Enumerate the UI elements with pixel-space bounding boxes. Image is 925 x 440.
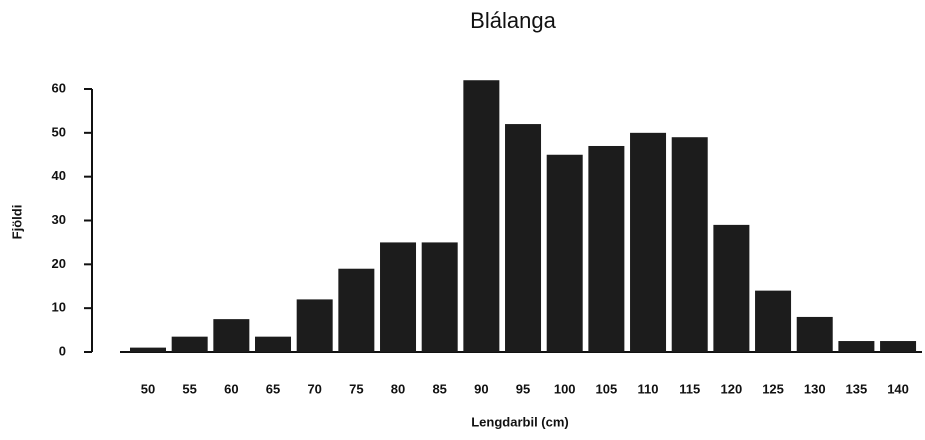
x-tick-label: 120	[721, 381, 743, 396]
x-tick-label: 65	[266, 381, 280, 396]
y-tick-label: 30	[52, 212, 66, 227]
bar	[671, 137, 708, 352]
bar	[838, 341, 875, 352]
x-tick-label: 100	[554, 381, 576, 396]
bar	[713, 224, 750, 352]
bar	[255, 336, 292, 352]
bar	[796, 316, 833, 352]
bar	[588, 145, 625, 352]
bar	[380, 242, 417, 352]
y-tick-label: 50	[52, 124, 66, 139]
x-axis-label: Lengdarbil (cm)	[471, 414, 569, 429]
bar	[296, 299, 333, 352]
x-tick-label: 135	[846, 381, 868, 396]
x-tick-label: 140	[887, 381, 909, 396]
y-tick-label: 60	[52, 80, 66, 95]
x-tick-label: 75	[349, 381, 363, 396]
y-axis-label: Fjöldi	[9, 205, 24, 240]
y-tick-label: 10	[52, 300, 66, 315]
x-tick-label: 55	[182, 381, 196, 396]
x-tick-label: 110	[638, 381, 659, 396]
bar	[463, 80, 500, 352]
bar	[338, 268, 375, 352]
y-tick-label: 40	[52, 168, 66, 183]
x-tick-label: 70	[307, 381, 321, 396]
x-tick-label: 90	[474, 381, 488, 396]
x-tick-label: 115	[679, 381, 700, 396]
chart-title: Blálanga	[470, 8, 556, 33]
y-tick-label: 20	[52, 256, 66, 271]
bar	[171, 336, 208, 352]
bar	[213, 319, 250, 352]
bar	[546, 154, 583, 352]
x-tick-label: 60	[224, 381, 238, 396]
bar	[130, 347, 166, 352]
x-tick-label: 95	[516, 381, 530, 396]
bar	[755, 290, 792, 352]
x-tick-label: 130	[804, 381, 826, 396]
x-tick-label: 85	[432, 381, 446, 396]
bar	[880, 341, 917, 352]
bar	[505, 124, 542, 352]
bar	[630, 132, 667, 352]
bar	[421, 242, 458, 352]
x-tick-label: 80	[391, 381, 405, 396]
y-tick-label: 0	[59, 343, 66, 358]
x-tick-label: 105	[596, 381, 618, 396]
x-tick-label: 50	[141, 381, 155, 396]
x-tick-label: 125	[762, 381, 784, 396]
